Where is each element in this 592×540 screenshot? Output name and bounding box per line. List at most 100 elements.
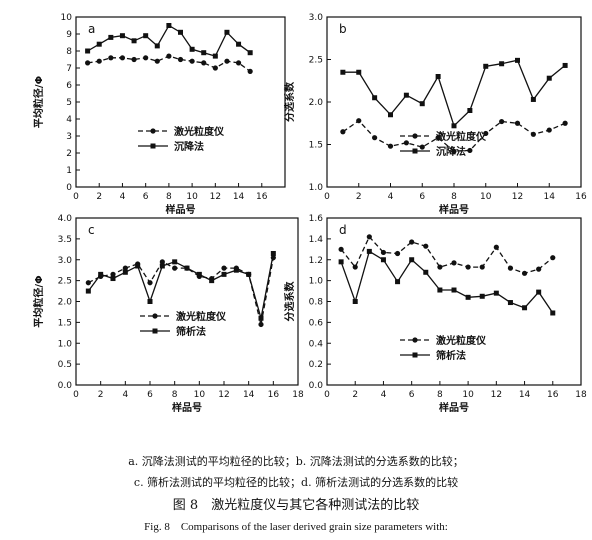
data-point xyxy=(131,38,137,44)
data-point xyxy=(98,271,104,277)
x-tick-label: 12 xyxy=(512,192,523,202)
plot-frame xyxy=(75,16,286,188)
y-tick-label: 8 xyxy=(66,47,72,57)
data-point xyxy=(465,294,471,300)
y-tick-label: 1.5 xyxy=(58,318,72,328)
data-point xyxy=(403,140,409,146)
x-tick-label: 14 xyxy=(519,390,531,400)
data-point xyxy=(499,118,505,125)
legend-label: 筛析法 xyxy=(436,349,466,362)
x-tick-label: 8 xyxy=(437,390,443,400)
data-point xyxy=(258,321,264,328)
panel-letter: d xyxy=(339,223,347,237)
data-point xyxy=(85,288,91,294)
legend-marker xyxy=(412,337,418,343)
plot-frame xyxy=(326,16,582,188)
x-tick-label: 6 xyxy=(409,390,415,400)
y-tick-label: 0.6 xyxy=(309,318,324,328)
data-point xyxy=(467,147,473,154)
data-point xyxy=(515,57,520,63)
data-point xyxy=(246,271,252,277)
data-point xyxy=(221,271,227,277)
y-tick-label: 0 xyxy=(66,183,72,193)
data-point xyxy=(419,144,425,150)
x-axis-label: 样品号 xyxy=(166,203,196,216)
data-point xyxy=(172,259,178,265)
panel-a: 0 2 4 6 8 10 12 14 16012345678910样品号平均粒径/Φa激光粒度仪… xyxy=(32,13,286,216)
y-tick-label: 0.4 xyxy=(309,339,324,349)
data-point xyxy=(372,135,378,141)
x-tick-label: 12 xyxy=(210,192,221,202)
data-point xyxy=(224,29,230,35)
y-axis-label: 分选系数 xyxy=(283,281,296,322)
data-point xyxy=(189,58,195,64)
data-point xyxy=(233,267,239,273)
panel-d: 0 2 4 6 8 10 12 14 16 18 0.0 0.2 0.4 0.6 0.8 1.0 1.2 1.4 1… xyxy=(283,214,587,414)
x-tick-label: 10 xyxy=(462,390,474,400)
data-point xyxy=(119,33,125,39)
x-tick-label: 16 xyxy=(268,390,280,400)
y-tick-label: 1.6 xyxy=(309,214,324,224)
x-tick-label: 8 xyxy=(166,192,172,202)
series-line-2 xyxy=(87,253,274,319)
data-point xyxy=(409,257,415,263)
y-tick-label: 2.0 xyxy=(58,298,73,308)
data-point xyxy=(110,271,116,277)
data-point xyxy=(85,60,91,66)
data-point xyxy=(212,53,218,59)
data-point xyxy=(110,276,116,282)
data-point xyxy=(536,289,542,295)
x-tick-label: 16 xyxy=(547,390,559,400)
data-point xyxy=(159,259,165,265)
data-point xyxy=(507,300,513,306)
data-point xyxy=(154,58,160,64)
data-point xyxy=(522,305,528,311)
legend-marker xyxy=(412,148,418,154)
data-point xyxy=(177,56,184,63)
x-tick-label: 10 xyxy=(480,192,492,202)
data-point xyxy=(451,123,457,129)
x-tick-label: 16 xyxy=(256,192,268,202)
y-axis-label: 平均粒径/Φ xyxy=(32,76,45,128)
x-tick-label: 4 xyxy=(388,192,394,202)
data-point xyxy=(394,250,401,257)
series-line-1 xyxy=(340,235,554,274)
data-point xyxy=(388,112,393,118)
legend-label: 激光粒度仪 xyxy=(176,310,227,323)
y-tick-label: 2.0 xyxy=(309,98,324,108)
data-point xyxy=(536,266,542,272)
y-axis-label: 分选系数 xyxy=(283,81,296,122)
data-point xyxy=(201,60,207,66)
y-tick-label: 0.8 xyxy=(309,298,324,308)
data-point xyxy=(352,299,358,304)
data-point xyxy=(96,58,102,64)
data-point xyxy=(235,60,242,66)
y-tick-label: 3.0 xyxy=(309,13,324,23)
legend-label: 激光粒度仪 xyxy=(436,334,487,347)
data-point xyxy=(166,23,172,28)
x-tick-label: 10 xyxy=(194,390,206,400)
caption-line-2: c. 筛析法测试的平均粒径的比较；d. 筛析法测试的分选系数的比较 xyxy=(133,476,459,489)
data-point xyxy=(562,62,568,68)
data-point xyxy=(451,260,457,266)
legend-marker xyxy=(152,313,158,319)
data-point xyxy=(372,95,378,101)
data-point xyxy=(147,280,153,286)
data-point xyxy=(546,75,552,81)
x-axis-label: 样品号 xyxy=(439,401,469,414)
data-point xyxy=(143,33,149,39)
panel-letter: c xyxy=(88,223,95,237)
x-tick-label: 14 xyxy=(544,192,556,202)
data-point xyxy=(119,55,126,61)
series-line-1 xyxy=(88,257,274,325)
data-point xyxy=(521,270,528,276)
y-tick-label: 7 xyxy=(66,64,72,74)
data-point xyxy=(483,130,489,137)
data-point xyxy=(189,46,195,52)
y-tick-label: 1.2 xyxy=(309,256,323,266)
y-tick-label: 3.0 xyxy=(58,256,73,266)
legend-marker xyxy=(412,352,418,358)
data-point xyxy=(270,250,276,256)
y-tick-label: 4.0 xyxy=(58,214,73,224)
